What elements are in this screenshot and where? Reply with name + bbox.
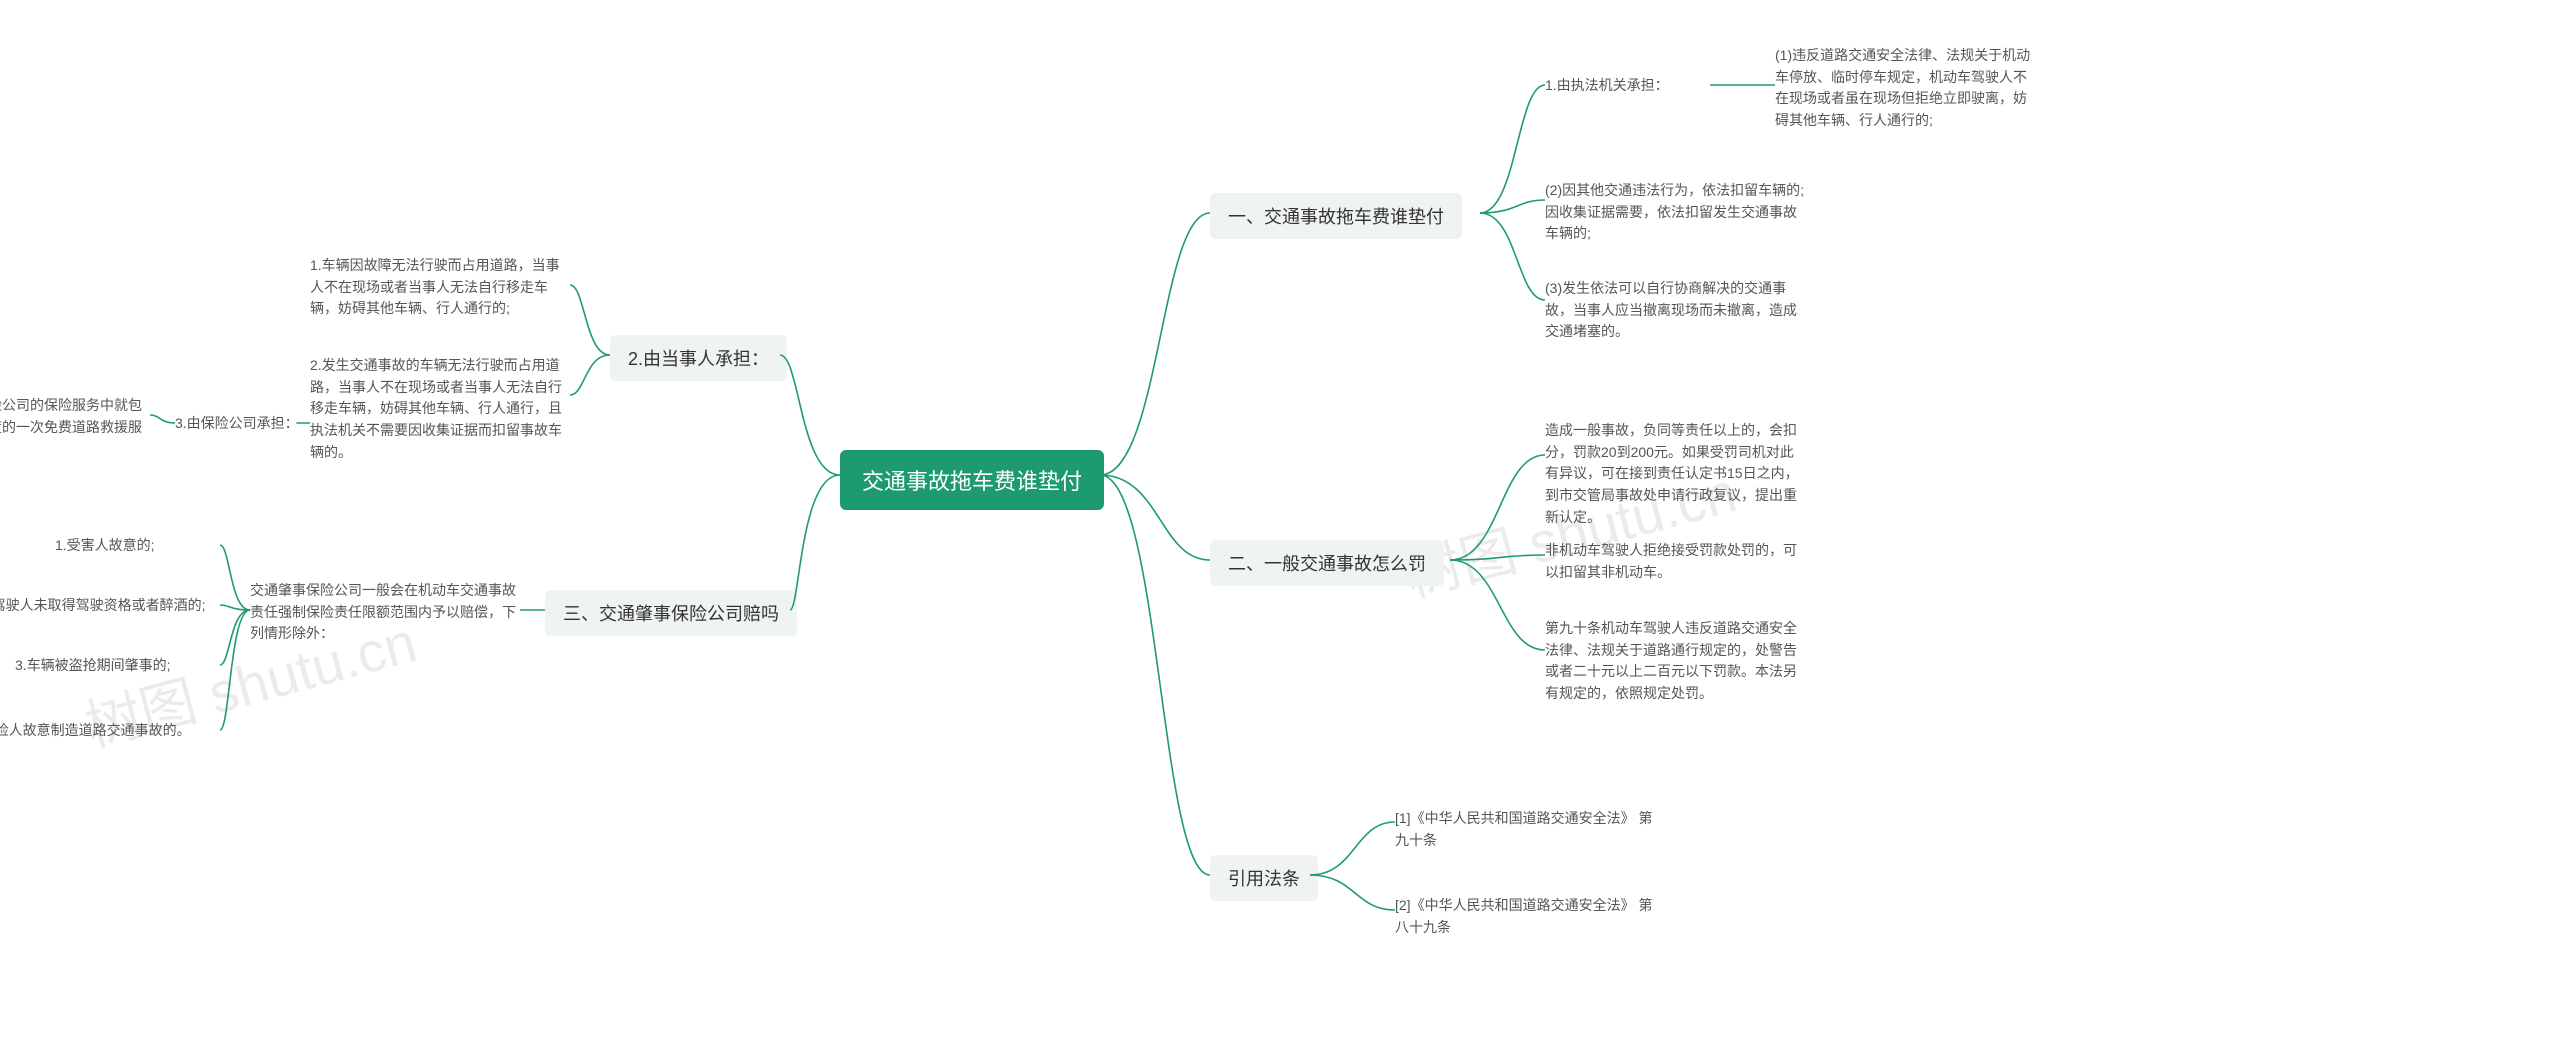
branch-section2: 二、一般交通事故怎么罚 — [1210, 540, 1444, 586]
branch-left-2b: 2.由当事人承担： — [610, 335, 787, 381]
leaf-s2-item1: 造成一般事故，负同等责任以上的，会扣分，罚款20到200元。如果受罚司机对此有异… — [1545, 420, 1805, 528]
leaf-s2-item2: 非机动车驾驶人拒绝接受罚款处罚的，可以扣留其非机动车。 — [1545, 540, 1805, 583]
leaf-l3b-item4: 4.被保险人故意制造道路交通事故的。 — [0, 720, 191, 742]
root-node: 交通事故拖车费谁垫付 — [840, 450, 1104, 510]
leaf-s3-item1: [1]《中华人民共和国道路交通安全法》 第九十条 — [1395, 808, 1655, 851]
leaf-s1-item3: (3)发生依法可以自行协商解决的交通事故，当事人应当撤离现场而未撤离，造成交通堵… — [1545, 278, 1805, 343]
leaf-s1-item2: (2)因其他交通违法行为，依法扣留车辆的;因收集证据需要，依法扣留发生交通事故车… — [1545, 180, 1805, 245]
leaf-l3b-intro: 交通肇事保险公司一般会在机动车交通事故责任强制保险责任限额范围内予以赔偿，下列情… — [250, 580, 520, 645]
branch-left-3b: 三、交通肇事保险公司赔吗 — [545, 590, 797, 636]
leaf-l2b-sub-detail: 现在因为很多保险公司的保险服务中就包含了每个保险年度的一次免费道路救援服务。 — [0, 395, 150, 460]
branch-section1: 一、交通事故拖车费谁垫付 — [1210, 193, 1462, 239]
leaf-l3b-item2: 2.驾驶人未取得驾驶资格或者醉酒的; — [0, 595, 206, 617]
leaf-l3b-item1: 1.受害人故意的; — [55, 535, 155, 557]
leaf-s1-item1-detail: (1)违反道路交通安全法律、法规关于机动车停放、临时停车规定，机动车驾驶人不在现… — [1775, 45, 2035, 132]
leaf-l2b-sub-label: 3.由保险公司承担： — [175, 413, 299, 435]
leaf-l2b-item2: 2.发生交通事故的车辆无法行驶而占用道路，当事人不在现场或者当事人无法自行移走车… — [310, 355, 570, 463]
leaf-s2-item3: 第九十条机动车驾驶人违反道路交通安全法律、法规关于道路通行规定的，处警告或者二十… — [1545, 618, 1805, 705]
leaf-l3b-item3: 3.车辆被盗抢期间肇事的; — [15, 655, 171, 677]
branch-section3: 引用法条 — [1210, 855, 1318, 901]
leaf-s3-item2: [2]《中华人民共和国道路交通安全法》 第八十九条 — [1395, 895, 1655, 938]
leaf-s1-item1-label: 1.由执法机关承担： — [1545, 75, 1669, 97]
leaf-l2b-item1: 1.车辆因故障无法行驶而占用道路，当事人不在现场或者当事人无法自行移走车辆，妨碍… — [310, 255, 570, 320]
